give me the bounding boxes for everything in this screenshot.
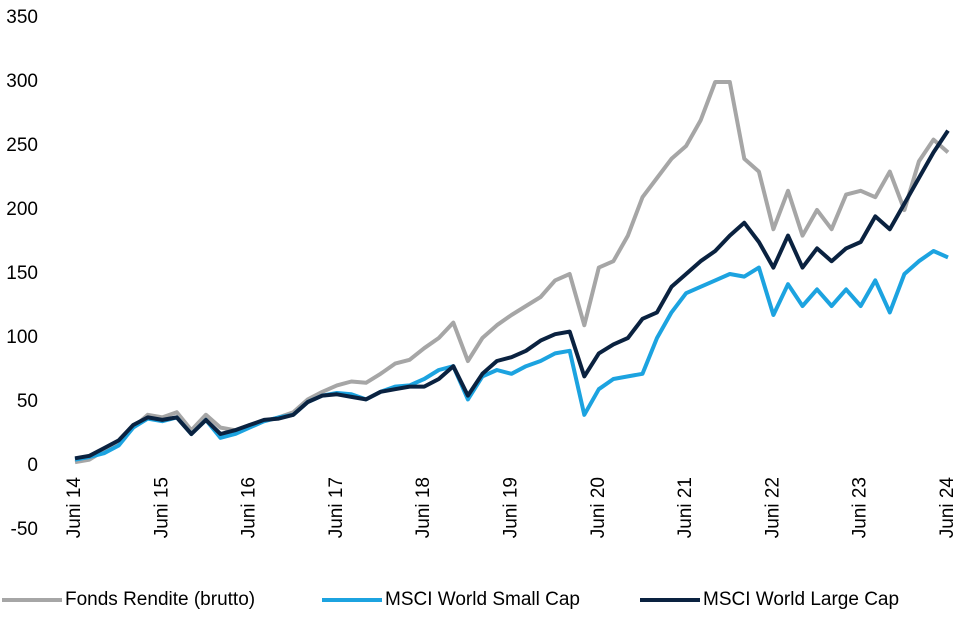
series-line: [74, 80, 950, 465]
y-tick-label: 200: [6, 199, 38, 220]
x-tick-label: Juni 23: [850, 477, 871, 538]
x-tick-label: Juni 19: [501, 477, 522, 538]
y-tick-label: 150: [6, 263, 38, 284]
y-tick-label: 300: [6, 71, 38, 92]
legend-label: MSCI World Small Cap: [385, 589, 580, 610]
x-tick-label: Juni 24: [937, 477, 958, 539]
y-tick-label: 0: [27, 455, 38, 476]
y-tick-label: 100: [6, 327, 38, 348]
x-tick-label: Juni 16: [239, 477, 260, 538]
y-tick-label: -50: [11, 519, 38, 540]
x-tick-label: Juni 22: [762, 477, 783, 538]
x-tick-label: Juni 14: [64, 477, 85, 539]
x-tick-label: Juni 15: [151, 477, 172, 538]
x-tick-label: Juni 20: [588, 477, 609, 538]
x-tick-label: Juni 17: [326, 477, 347, 538]
y-tick-label: 50: [17, 391, 38, 412]
legend-label: Fonds Rendite (brutto): [65, 589, 255, 610]
x-tick-label: Juni 18: [413, 477, 434, 538]
y-tick-label: 350: [6, 7, 38, 28]
y-tick-label: 250: [6, 135, 38, 156]
x-tick-label: Juni 21: [675, 477, 696, 538]
series-line: [74, 249, 949, 462]
legend-label: MSCI World Large Cap: [703, 589, 899, 610]
series-line: [74, 129, 950, 461]
